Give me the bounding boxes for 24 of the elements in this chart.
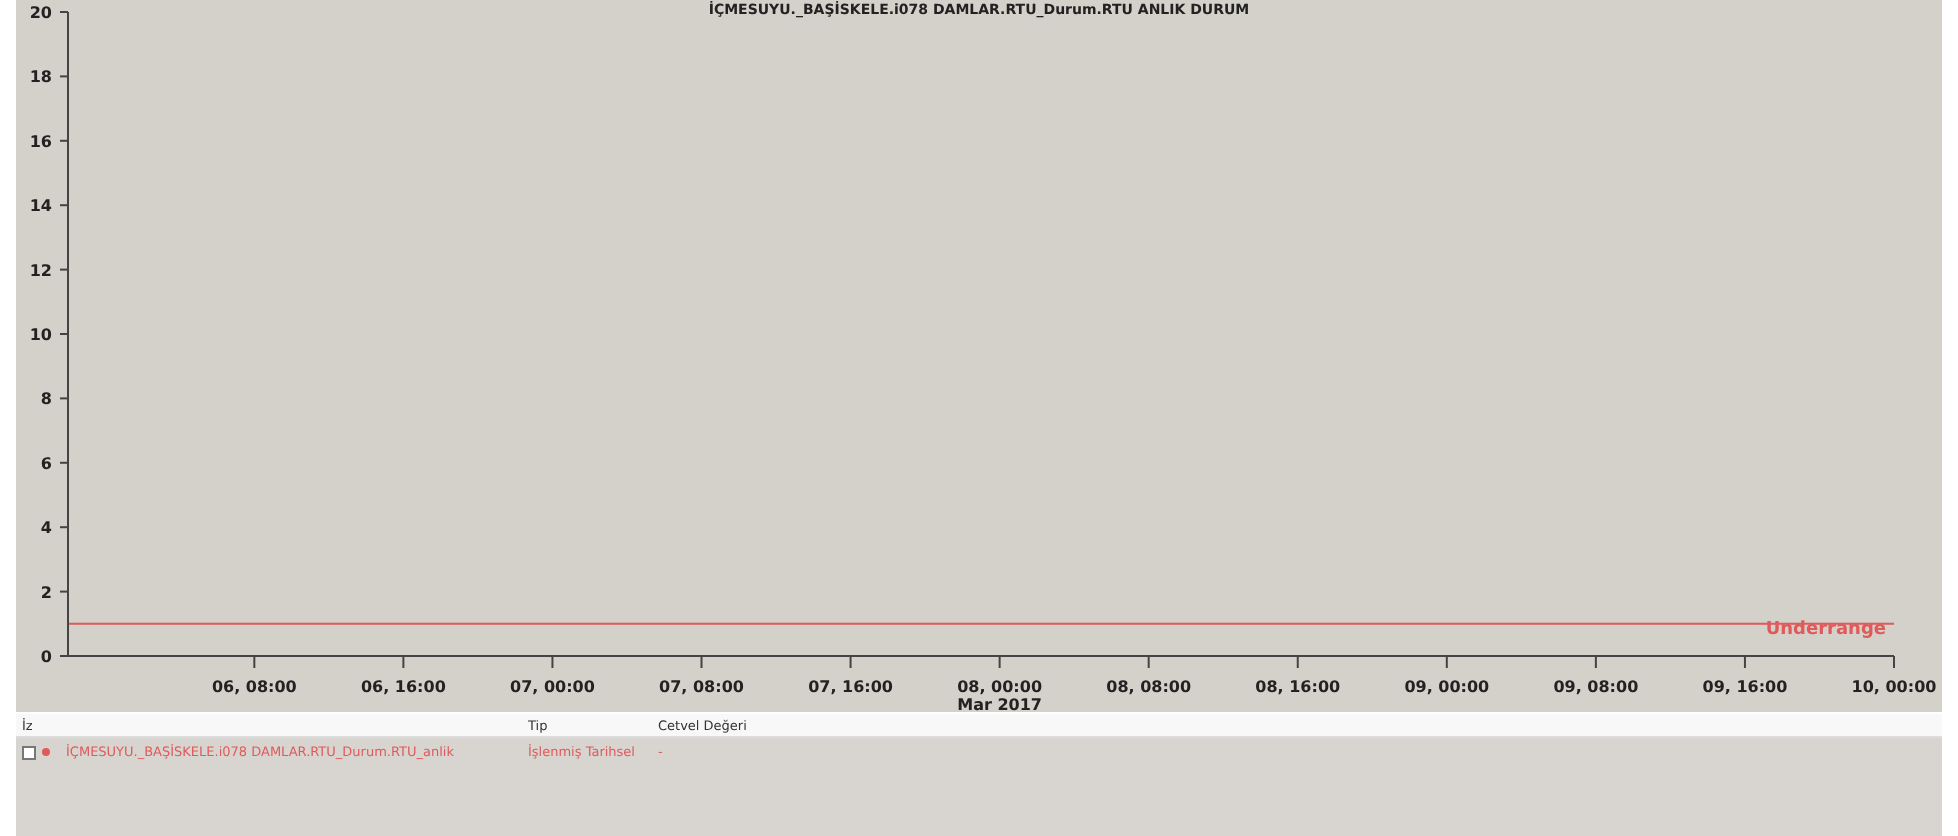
y-tick-label: 16 bbox=[29, 132, 53, 151]
y-tick-label: 8 bbox=[40, 390, 53, 409]
annotation: Underrange bbox=[1765, 620, 1886, 640]
y-tick-label: 2 bbox=[40, 583, 52, 602]
x-tick-label: 07, 08:00 bbox=[659, 678, 745, 696]
x-tick-label: 07, 00:00 bbox=[510, 678, 596, 696]
y-tick-label: 18 bbox=[29, 68, 53, 87]
y-tick-label: 4 bbox=[40, 519, 53, 538]
x-tick-label: 09, 16:00 bbox=[1702, 678, 1789, 696]
y-tick-label: 20 bbox=[29, 4, 53, 22]
y-tick-label: 10 bbox=[29, 326, 53, 344]
x-tick-label: 06, 08:00 bbox=[211, 678, 298, 696]
x-tick-label: 07, 16:00 bbox=[808, 678, 894, 696]
x-tick-label: 06, 16:00 bbox=[360, 678, 447, 696]
x-tick-label: 09, 00:00 bbox=[1404, 678, 1491, 696]
x-tick-label: 08, 00:00 Mar 2017 bbox=[957, 678, 1043, 714]
x-tick-label: 10, 00:00 bbox=[1851, 678, 1938, 696]
y-tick-label: 12 bbox=[29, 261, 52, 280]
y-tick-label: 14 bbox=[29, 197, 53, 216]
y-tick-label: 0 bbox=[40, 648, 53, 666]
x-tick-label: 09, 08:00 bbox=[1553, 678, 1640, 696]
x-tick-label: 08, 08:00 bbox=[1106, 678, 1192, 696]
x-tick-label: 08, 16:00 bbox=[1255, 678, 1342, 696]
y-tick-label: 6 bbox=[40, 454, 53, 473]
